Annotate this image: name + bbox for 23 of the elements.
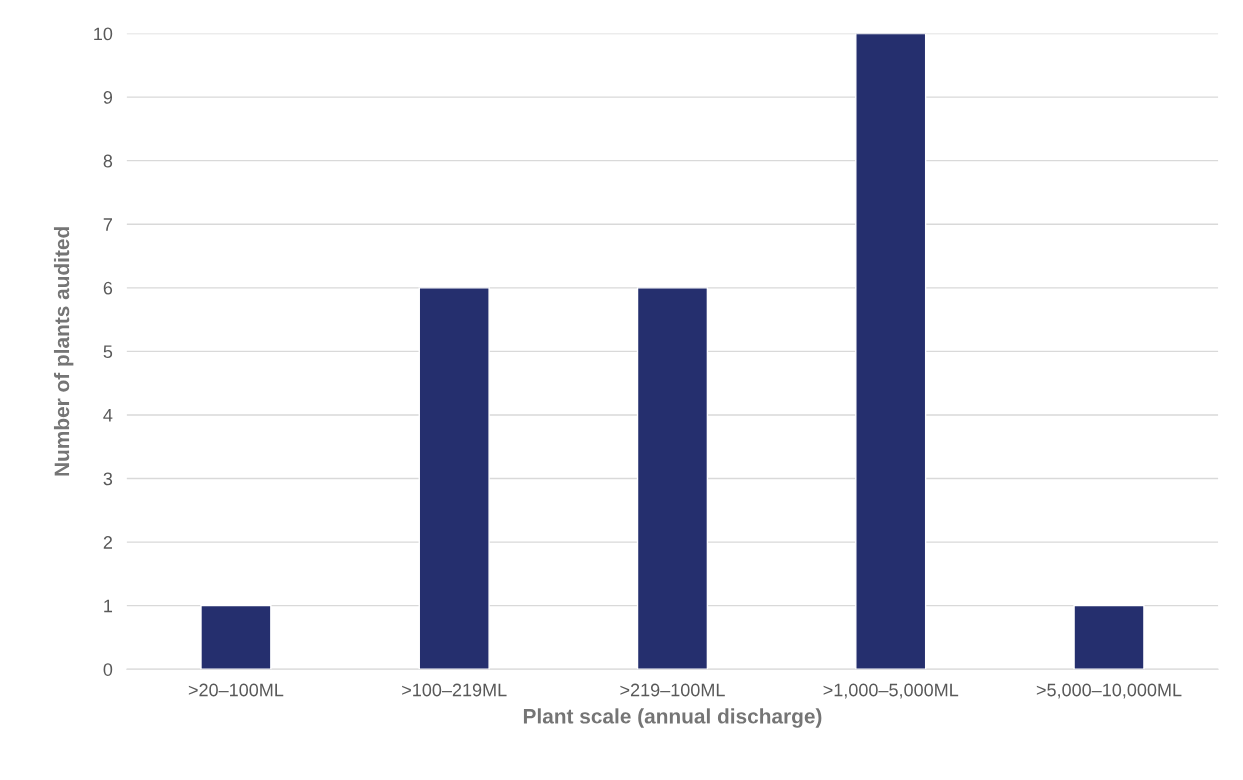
x-tick-label: >219–100ML — [620, 683, 725, 697]
y-tick-label: 5 — [103, 345, 113, 359]
bar — [1073, 604, 1145, 670]
bar — [636, 287, 709, 670]
y-tick-label: 3 — [103, 472, 113, 486]
x-axis-title: Plant scale (annual discharge) — [523, 708, 822, 728]
bar — [855, 33, 927, 670]
y-tick-label: 10 — [94, 27, 113, 41]
x-tick-label: >100–219ML — [402, 683, 507, 697]
y-tick-label: 6 — [103, 281, 113, 295]
bar — [200, 604, 272, 670]
x-tick-label: >5,000–10,000ML — [1036, 683, 1182, 699]
y-axis-title: Number of plants audited — [53, 227, 74, 476]
x-tick-label: >20–100ML — [188, 683, 284, 697]
bar — [418, 287, 490, 670]
y-tick-label: 8 — [103, 154, 113, 168]
y-tick-label: 7 — [103, 218, 112, 231]
y-tick-label: 0 — [103, 663, 113, 676]
y-tick-label: 2 — [103, 536, 112, 549]
y-tick-label: 4 — [103, 409, 113, 422]
x-tick-label: >1,000–5,000ML — [823, 683, 959, 699]
y-tick-label: 1 — [104, 599, 113, 613]
y-tick-label: 9 — [103, 91, 113, 104]
